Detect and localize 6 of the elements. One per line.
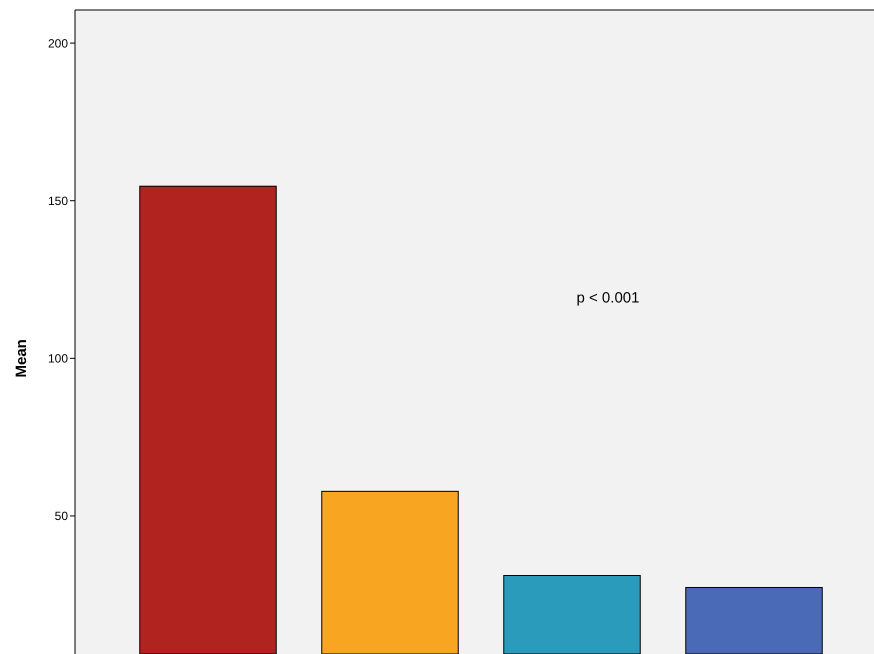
y-axis-title: Mean (13, 339, 30, 378)
y-tick-label: 150 (48, 194, 68, 208)
y-tick-label: 50 (54, 509, 68, 524)
annotation: p < 0.001 (576, 289, 640, 306)
y-tick-label: 100 (48, 352, 68, 366)
y-tick-label: 200 (48, 36, 68, 50)
